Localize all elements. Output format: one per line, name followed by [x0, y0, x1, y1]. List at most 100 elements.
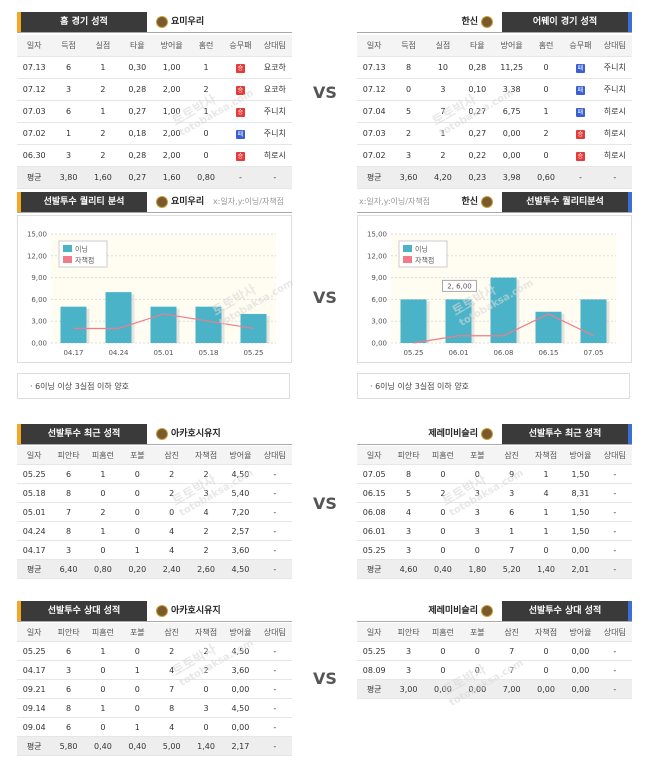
table-cell: 1,60 — [85, 166, 121, 189]
table-cell: 3 — [460, 521, 495, 541]
table-cell: 6,75 — [494, 100, 529, 123]
team-label: 요미우리 — [171, 197, 205, 207]
panel-header: 어웨이 경기 성적 한신 — [357, 12, 632, 33]
table-cell: 0,30 — [120, 56, 155, 79]
column-header: 자책점 — [528, 623, 564, 642]
panel-title: 선발투수 퀄리티 분석 — [17, 192, 147, 212]
table-cell: 3,38 — [494, 78, 529, 101]
table-cell: 1,50 — [563, 464, 598, 484]
legend-label: 이닝 — [415, 245, 428, 254]
table-cell: 패 — [563, 78, 598, 101]
table-cell: 1,50 — [563, 521, 598, 541]
table-row: 05.25 3 0 0 7 0 0,00- — [357, 641, 632, 661]
table-cell: - — [597, 502, 632, 522]
bar — [150, 306, 177, 343]
table-cell: 0,40 — [425, 559, 461, 579]
table-cell: 8 — [154, 698, 189, 718]
team-logo — [481, 427, 493, 440]
bar — [60, 306, 87, 343]
table-cell: 0,60 — [528, 166, 564, 189]
table-cell: 승 — [223, 78, 258, 101]
vs-label: VS — [313, 669, 337, 688]
table-cell: 히로시 — [597, 100, 632, 123]
panel-title: 선발투수 최근 성적 — [17, 424, 147, 444]
result-icon: 패 — [235, 129, 245, 139]
table-row: 평균 3,00 0,00 0,00 7,00 0,00 0,00- — [357, 679, 632, 699]
table-cell: 3 — [460, 483, 495, 503]
table-cell: 3 — [460, 502, 495, 522]
bar — [195, 306, 222, 343]
line-series — [73, 313, 254, 330]
table-row: 07.12 3 2 0,28 2,00 2 승 요코하 — [17, 78, 292, 101]
column-header: 승무패 — [563, 35, 598, 57]
stats-table: 일자 피안타 피홈런 포볼 삼진 자책점 방어율 상대팀 05.25 3 0 0 7 0 0,00-08.0… — [357, 623, 632, 699]
table-cell: 04.17 — [17, 540, 52, 560]
table-cell: 주니치 — [597, 56, 632, 79]
team-name: 한신 — [461, 12, 496, 32]
table-cell: 2,40 — [154, 559, 189, 579]
table-cell: 0 — [120, 521, 155, 541]
table-row: 09.04 6 0 1 4 0 0,00- — [17, 717, 292, 737]
table-cell: 2,00 — [154, 122, 189, 145]
table-cell: 0,10 — [460, 78, 495, 101]
table-row: 05.25 6 1 0 2 2 4,50- — [17, 464, 292, 484]
table-cell: - — [257, 464, 292, 484]
y-tick-label: 12,00 — [367, 252, 387, 260]
table-cell: 09.04 — [17, 717, 52, 737]
table-cell: 평균 — [17, 559, 52, 579]
chart: 0,00 3,00 6,00 9,00 12,00 15,00 04.17 04.24 05.0… — [27, 231, 276, 357]
table-cell: 0,00 — [563, 540, 598, 560]
table-cell: 8 — [51, 483, 86, 503]
table-cell: 07.04 — [357, 100, 392, 123]
table-cell: 0 — [528, 56, 564, 79]
table-cell: 0 — [460, 540, 495, 560]
table-cell: 07.13 — [17, 56, 52, 79]
table-row: 09.21 6 0 0 7 0 0,00- — [17, 679, 292, 699]
table-row: 07.12 0 3 0,10 3,38 0 패 주니치 — [357, 78, 632, 101]
bar — [105, 292, 132, 343]
table-cell: 1 — [85, 464, 121, 484]
header-row: 일자 피안타 피홈런 포볼 삼진 자책점 방어율 상대팀 — [357, 623, 632, 642]
table-cell: - — [597, 166, 632, 189]
table-cell: 0 — [120, 464, 155, 484]
table-cell: - — [257, 540, 292, 560]
table-cell: 1 — [85, 56, 121, 79]
table-cell: 05.25 — [17, 464, 52, 484]
table-cell: 승 — [563, 122, 598, 145]
table-cell: 3,00 — [391, 679, 426, 699]
table-cell: 0 — [154, 502, 189, 522]
table-cell: 07.03 — [17, 100, 52, 123]
table-cell: 07.03 — [357, 122, 392, 145]
stats-table: 일자 피안타 피홈런 포볼 삼진 자책점 방어율 상대팀 05.25 6 1 0 2 2 4,50-05.1… — [17, 446, 292, 579]
table-cell: 승 — [563, 144, 598, 167]
table-cell: 2,57 — [223, 521, 258, 541]
annotation-box — [442, 279, 477, 292]
table-cell: 4,20 — [425, 166, 461, 189]
table-cell: 07.13 — [357, 56, 392, 79]
column-header: 일자 — [17, 446, 52, 465]
bar — [580, 299, 607, 343]
table-cell: 0 — [391, 78, 426, 101]
table-cell: 0 — [528, 641, 564, 661]
table-cell: 4,50 — [223, 559, 258, 579]
column-header: 피홈런 — [425, 623, 461, 642]
chart-box: 0,00 3,00 6,00 9,00 12,00 15,00 04.17 04.24 05.0… — [17, 215, 292, 363]
table-row: 평균 6,40 0,80 0,20 2,40 2,60 4,50- — [17, 559, 292, 579]
table-cell: 0,00 — [460, 679, 495, 699]
table-cell: 06.01 — [357, 521, 392, 541]
panel-header: 선발투수 상대 성적 아카호시유지 — [17, 601, 292, 622]
table-cell: 2 — [154, 464, 189, 484]
team-name: 한신 — [461, 192, 496, 212]
table-cell: 0 — [85, 679, 121, 699]
y-tick-label: 15,00 — [367, 231, 387, 239]
table-row: 04.17 3 0 1 4 2 3,60- — [17, 540, 292, 560]
table-cell: 1 — [528, 464, 564, 484]
table-cell: - — [597, 660, 632, 680]
table-cell: 1 — [85, 698, 121, 718]
table-cell: 3 — [391, 144, 426, 167]
column-header: 일자 — [17, 623, 52, 642]
table-cell: 3,98 — [494, 166, 529, 189]
column-header: 피안타 — [51, 446, 86, 465]
header-row: 일자 피안타 피홈런 포볼 삼진 자책점 방어율 상대팀 — [17, 623, 292, 642]
table-cell: 0,00 — [563, 660, 598, 680]
